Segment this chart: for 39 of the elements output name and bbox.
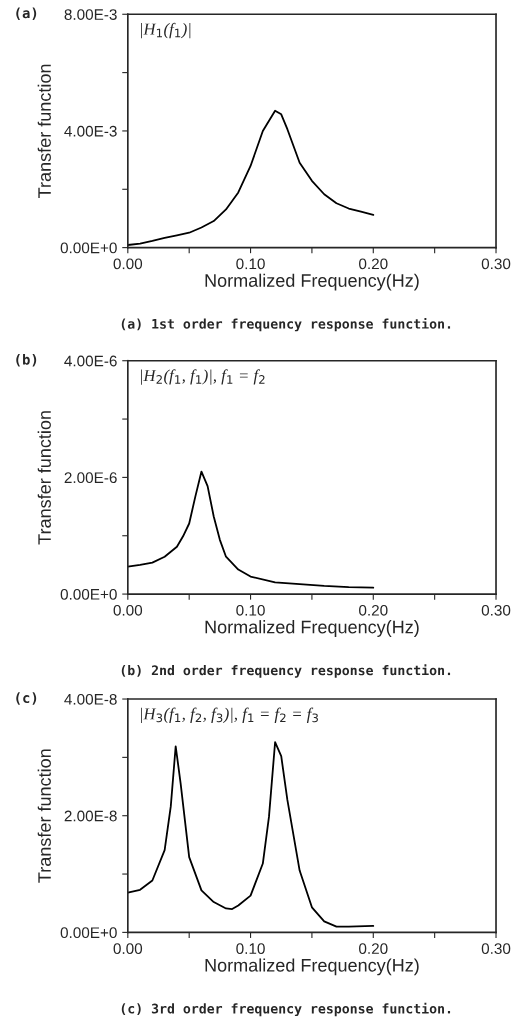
y-tick-label: 0.00E+0 [60, 242, 117, 254]
y-tick-label: 4.00E-8 [64, 693, 117, 705]
x-axis-title: Normalized Frequency(Hz) [205, 620, 419, 637]
x-tick-label: 0.30 [481, 943, 511, 955]
x-tick-label: 0.20 [359, 943, 388, 955]
x-axis-title: Normalized Frequency(Hz) [205, 958, 419, 976]
y-axis-title: Transfer function [37, 749, 51, 883]
chart-title: (c) [16, 692, 37, 705]
line-series [127, 741, 375, 928]
y-tick-label: 2.00E-8 [64, 810, 117, 822]
y-axis-title: Transfer function [37, 411, 51, 545]
chart-title: (a) [16, 7, 37, 20]
x-tick-label: 0.00 [113, 604, 143, 616]
text: (b) 2nd order frequency response function. [121, 664, 451, 678]
x-tick-label: 0.10 [236, 604, 265, 616]
y-tick-label: 8.00E-3 [64, 9, 117, 20]
x-axis-title: Normalized Frequency(Hz) [205, 273, 419, 291]
x-tick-label: 0.20 [359, 258, 388, 270]
annotation: |H$_{1}$(f$_{1}$)| [141, 22, 191, 39]
x-tick-label: 0.30 [481, 604, 511, 616]
x-tick-label: 0.00 [113, 258, 143, 270]
text: |H$_{3}$(f$_{1}$, f$_{2}$, f$_{3}$)|, f$_{1}$ = f$_{2}$ = f$_{3}$ [141, 707, 318, 723]
text: (c) 3rd order frequency response function. [121, 1002, 451, 1017]
text: (a) 1st order frequency response function. [121, 317, 451, 332]
y-tick-label: 0.00E+0 [60, 588, 117, 600]
x-tick-label: 0.10 [236, 943, 265, 955]
y-axis-title: Transfer function [37, 64, 51, 198]
line-series [127, 470, 375, 589]
line-series [127, 109, 375, 246]
x-tick-label: 0.30 [481, 258, 511, 270]
x-tick-label: 0.00 [113, 943, 143, 955]
chart-title: (b) [16, 354, 37, 367]
text: |H$_{2}$(f$_{1}$, f$_{1}$)|, f$_{1}$ = f$_{2}$ [141, 369, 265, 385]
y-tick-label: 2.00E-6 [64, 472, 117, 484]
y-tick-label: 4.00E-6 [64, 355, 117, 367]
x-tick-label: 0.20 [359, 604, 388, 616]
x-tick-label: 0.10 [236, 258, 265, 270]
y-tick-label: 4.00E-3 [64, 125, 117, 137]
y-tick-label: 0.00E+0 [60, 927, 117, 939]
